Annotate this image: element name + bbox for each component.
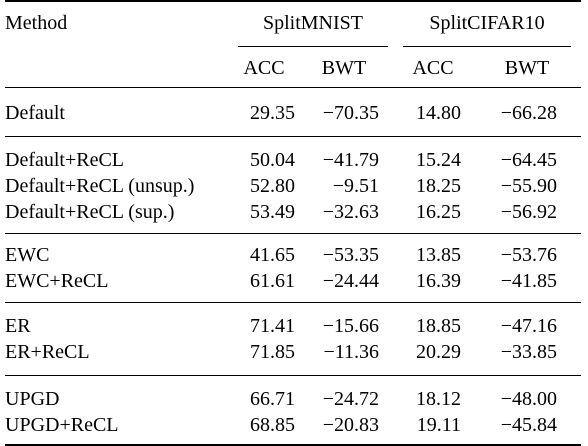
mnist-bwt-cell: −11.36 [323,341,379,363]
mnist-bwt-header: BWT [321,57,367,79]
cifar-bwt-cell: −56.92 [500,201,557,223]
method-cell: EWC+ReCL [5,270,109,292]
method-cell: Default [5,102,65,124]
mnist-acc-cell: 66.71 [250,388,295,410]
header-row-metrics: ACC BWT ACC BWT [5,55,581,88]
mnist-bwt-cell: −20.83 [322,414,379,436]
table-row: Default+ReCL (sup.) 53.49 −32.63 16.25 −… [5,199,581,234]
cifar-bwt-cell: −53.76 [500,244,557,266]
mnist-acc-cell: 41.65 [250,244,295,266]
mnist-acc-cell: 50.04 [250,149,295,171]
cifar-bwt-header: BWT [504,57,550,79]
results-table: Method SplitMNIST SplitCIFAR10 ACC BWT A… [5,0,581,446]
cifar-bwt-cell: −55.90 [500,175,557,197]
cifar-acc-cell: 13.85 [416,244,461,266]
method-cell: ER+ReCL [5,341,90,363]
cifar-bwt-cell: −66.28 [500,102,557,124]
method-cell: UPGD [5,388,60,410]
splitmnist-header: SplitMNIST [233,1,393,55]
mnist-bwt-cell: −15.66 [322,315,379,337]
table-row: Default+ReCL 50.04 −41.79 15.24 −64.45 [5,136,581,174]
table-row: Default 29.35 −70.35 14.80 −66.28 [5,87,581,137]
mnist-acc-cell: 61.61 [250,270,295,292]
results-table-page: Method SplitMNIST SplitCIFAR10 ACC BWT A… [5,1,581,445]
mnist-bwt-cell: −24.44 [322,270,379,292]
method-header: Method [5,12,68,34]
mnist-acc-cell: 53.49 [250,201,295,223]
mnist-acc-cell: 29.35 [250,102,295,124]
splitmnist-label: SplitMNIST [262,12,364,34]
mnist-acc-cell: 68.85 [250,414,295,436]
mnist-bwt-cell: −24.72 [322,388,379,410]
table-row: UPGD 66.71 −24.72 18.12 −48.00 [5,375,581,413]
cifar-bwt-cell: −47.16 [500,315,557,337]
splitcifar10-header: SplitCIFAR10 [393,1,581,55]
cifar-bwt-cell: −45.84 [500,414,557,436]
mnist-acc-cell: 71.85 [250,341,295,363]
cifar-acc-header: ACC [412,57,454,79]
cifar-acc-cell: 16.25 [416,201,461,223]
mnist-bwt-cell: −70.35 [322,102,379,124]
cifar-acc-cell: 16.39 [416,270,461,292]
mnist-bwt-cell: −32.63 [322,201,379,223]
cifar-acc-cell: 18.25 [416,175,461,197]
table-row: Default+ReCL (unsup.) 52.80 −9.51 18.25 … [5,173,581,199]
cifar-acc-cell: 18.85 [416,315,461,337]
method-cell: EWC [5,244,50,266]
mnist-bwt-cell: −41.79 [322,149,379,171]
method-cell: Default+ReCL (unsup.) [5,175,195,197]
cifar-acc-cell: 20.29 [416,341,461,363]
table-row: UPGD+ReCL 68.85 −20.83 19.11 −45.84 [5,412,581,445]
method-cell: UPGD+ReCL [5,414,119,436]
header-row-groups: Method SplitMNIST SplitCIFAR10 [5,1,581,55]
mnist-acc-header: ACC [243,57,285,79]
cifar-acc-cell: 15.24 [416,149,461,171]
splitcifar10-rule [403,46,571,47]
mnist-acc-cell: 71.41 [250,315,295,337]
cifar-bwt-cell: −64.45 [500,149,557,171]
method-cell: ER [5,315,31,337]
mnist-acc-cell: 52.80 [250,175,295,197]
table-row: EWC 41.65 −53.35 13.85 −53.76 [5,233,581,269]
splitmnist-rule [238,46,388,47]
cifar-acc-cell: 18.12 [416,388,461,410]
cifar-bwt-cell: −33.85 [500,341,557,363]
table-row: ER 71.41 −15.66 18.85 −47.16 [5,302,581,340]
mnist-bwt-cell: −9.51 [332,175,379,197]
splitcifar10-label: SplitCIFAR10 [429,12,545,34]
cifar-bwt-cell: −48.00 [500,388,557,410]
table-row: EWC+ReCL 61.61 −24.44 16.39 −41.85 [5,268,581,303]
table-row: ER+ReCL 71.85 −11.36 20.29 −33.85 [5,339,581,376]
mnist-bwt-cell: −53.35 [322,244,379,266]
cifar-acc-cell: 14.80 [416,102,461,124]
method-cell: Default+ReCL [5,149,125,171]
cifar-bwt-cell: −41.85 [500,270,557,292]
method-cell: Default+ReCL (sup.) [5,201,175,223]
cifar-acc-cell: 19.11 [416,414,461,436]
